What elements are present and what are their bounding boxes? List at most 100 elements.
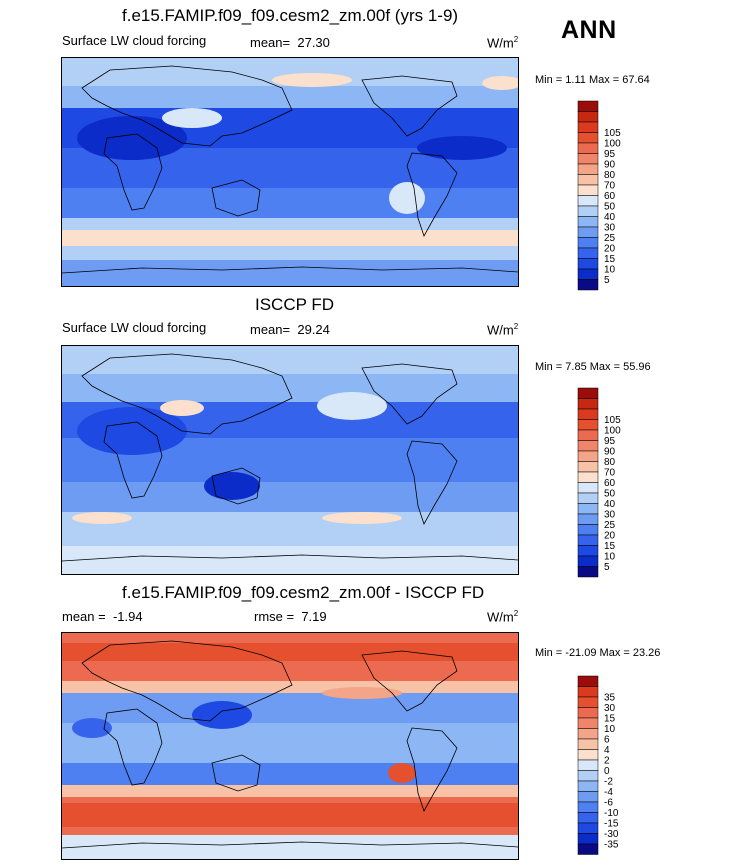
panel-1-colorbar-box (577, 268, 599, 280)
coast-antarctica (62, 841, 518, 849)
panel-3-colorbar-box (577, 738, 599, 750)
panel-1-colorbar-box (577, 111, 599, 123)
stratocumulus-patch (389, 182, 425, 214)
panel-2-colorbar-label: 70 (604, 468, 616, 479)
north-pacific-storm (272, 73, 352, 87)
panel-3-colorbar-box (577, 812, 599, 824)
panel-3-rmse-label: rmse = (254, 609, 295, 624)
panel-1-colorbar-box (577, 247, 599, 259)
panel-2-units: W/m2 (487, 322, 518, 337)
panel-1-colorbar-label: 5 (604, 275, 610, 286)
panel-1-colorbar-label: 80 (604, 170, 616, 181)
southern-patch-2 (322, 512, 402, 524)
coast-north-america (361, 75, 458, 137)
panel-3-colorbar-box (577, 822, 599, 834)
panel-1-colorbar-box (577, 142, 599, 154)
north-mid-band (62, 86, 518, 108)
panel-2-colorbar-box (577, 524, 599, 536)
coast-north-america (361, 363, 458, 425)
panel-3-colorbar-box (577, 728, 599, 740)
panel-1-mean: mean= 27.30 (250, 35, 330, 50)
panel-2-units-text: W/m (487, 322, 514, 338)
north-mid-band (62, 374, 518, 402)
panel-2-map-svg (62, 346, 518, 574)
panel-3-colorbar-box (577, 696, 599, 708)
north-positive-core (62, 643, 518, 661)
panel-1-colorbar-box (577, 195, 599, 207)
coast-antarctica (62, 266, 518, 274)
dry-patch-africa-europe (77, 116, 187, 160)
panel-3-colorbar-box (577, 707, 599, 719)
panel-3-colorbar-label: -10 (604, 808, 619, 819)
panel-2-colorbar-box (577, 482, 599, 494)
panel-1-colorbar-label: 90 (604, 160, 616, 171)
panel-1-title: f.e15.FAMIP.f09_f09.cesm2_zm.00f (yrs 1-… (122, 6, 459, 25)
panel-2-colorbar-label: 5 (604, 562, 610, 573)
coast-africa (103, 421, 163, 499)
coast-australia (211, 179, 261, 217)
panel-3-colorbar-box (577, 801, 599, 813)
panel-3-max-value: 23.26 (632, 647, 661, 659)
panel-3-max-label: Max = (599, 647, 630, 659)
coast-north-america (361, 650, 458, 712)
panel-3-colorbar-box (577, 759, 599, 771)
panel-3-colorbar-label: 2 (604, 756, 610, 767)
panel-3-rmse-value: 7.19 (301, 609, 327, 624)
panel-3-min-value: -21.09 (565, 647, 597, 659)
panel-1-colorbar-label: 95 (604, 149, 616, 160)
panel-2-colorbar-label: 100 (604, 426, 621, 437)
panel-3-colorbar-label: 6 (604, 735, 610, 746)
panel-3-title: f.e15.FAMIP.f09_f09.cesm2_zm.00f - ISCCP… (122, 583, 485, 602)
panel-3-mean-label: mean = (62, 609, 106, 624)
panel-1-colorbar-box (577, 121, 599, 133)
panel-2-colorbar-box (577, 419, 599, 431)
panel-2-colorbar: 5 10 15 20 25 30 40 50 60 70 80 90 95 100 105 (577, 387, 638, 578)
panel-1-colorbar-label: 30 (604, 223, 616, 234)
panel-2-minmax: Min = 7.85 Max = 55.96 (535, 361, 651, 373)
panel-3-colorbar-label: 10 (604, 724, 616, 735)
panel-3-mean-value: -1.94 (112, 609, 143, 624)
panel-3-minmax: Min = -21.09 Max = 23.26 (535, 647, 660, 659)
panel-1-map (61, 57, 519, 287)
panel-3-colorbar-label: -6 (604, 798, 613, 809)
south-subtropic-band (62, 188, 518, 218)
panel-2-colorbar-box (577, 545, 599, 557)
antarctic-band (62, 260, 518, 286)
panel-1-max-label: Max = (588, 74, 620, 86)
coast-south-america (406, 440, 458, 525)
panel-2-colorbar-label: 30 (604, 510, 616, 521)
panel-2-mean: mean= 29.24 (250, 322, 330, 337)
southern-ocean-core (62, 803, 518, 827)
panel-3-colorbar-box (577, 749, 599, 761)
panel-2-colorbar-box (577, 398, 599, 410)
southern-patch-1 (72, 512, 132, 524)
southern-ocean-edge (62, 246, 518, 260)
panel-3-map (61, 632, 519, 860)
panel-2-mean-label: mean= (250, 322, 291, 337)
panel-2-units-sup: 2 (513, 322, 519, 331)
panel-3-colorbar-box (577, 833, 599, 845)
panel-3-colorbar-label: 0 (604, 766, 610, 777)
panel-2-colorbar-label: 20 (604, 531, 616, 542)
panel-1-colorbar-box (577, 258, 599, 270)
panel-3-min-label: Min = (535, 647, 563, 659)
tropic-band (62, 723, 518, 763)
panel-1-max-value: 67.64 (622, 74, 650, 86)
panel-1-colorbar-label: 25 (604, 233, 616, 244)
panel-2-map (61, 345, 519, 575)
coast-eurasia (81, 353, 293, 435)
dry-patch-australia (204, 472, 260, 500)
panel-1-colorbar-label: 100 (604, 139, 621, 150)
panel-2-min-label: Min = (535, 361, 563, 373)
southern-ocean-band (62, 230, 518, 248)
panel-1-colorbar-label: 20 (604, 244, 616, 255)
panel-1-colorbar-box (577, 205, 599, 217)
panel-3-colorbar-label: 15 (604, 714, 616, 725)
panel-3-colorbar-box (577, 843, 599, 855)
panel-1-colorbar-box (577, 132, 599, 144)
panel-2-colorbar-box (577, 429, 599, 441)
atlantic-dry-patch (417, 136, 507, 160)
